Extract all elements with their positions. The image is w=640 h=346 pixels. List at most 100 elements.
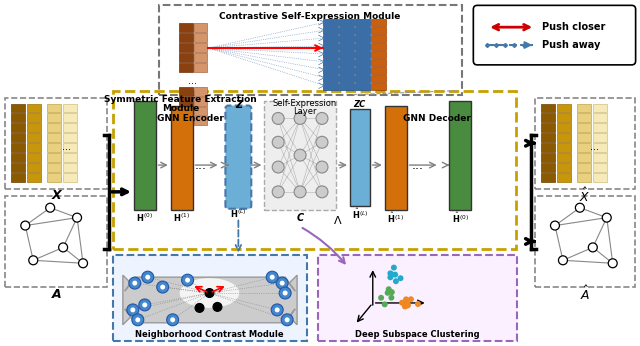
Bar	[557, 133, 571, 142]
Bar	[323, 19, 338, 26]
Bar	[355, 59, 370, 66]
Bar	[593, 143, 607, 152]
Bar	[12, 103, 26, 112]
Bar	[264, 101, 336, 210]
Bar	[134, 101, 156, 210]
Bar	[28, 173, 41, 182]
Bar	[47, 173, 61, 182]
Circle shape	[205, 289, 214, 298]
Bar	[371, 43, 386, 50]
Text: $\Lambda$: $\Lambda$	[333, 213, 342, 226]
Circle shape	[386, 286, 392, 292]
Circle shape	[166, 314, 179, 326]
Bar	[193, 43, 207, 52]
Bar	[371, 67, 386, 74]
Circle shape	[279, 287, 291, 299]
Circle shape	[272, 136, 284, 148]
Circle shape	[388, 271, 394, 277]
Bar	[577, 163, 591, 172]
Bar	[179, 43, 193, 52]
Text: $\mathbf{H}^{(0)}$: $\mathbf{H}^{(0)}$	[136, 211, 153, 224]
Bar	[28, 113, 41, 122]
Circle shape	[276, 277, 288, 289]
Bar	[355, 19, 370, 26]
Bar	[557, 113, 571, 122]
Bar	[12, 163, 26, 172]
Circle shape	[272, 186, 284, 198]
Bar	[28, 103, 41, 112]
Circle shape	[388, 295, 394, 301]
Bar	[593, 133, 607, 142]
Bar	[113, 255, 307, 341]
Bar	[355, 27, 370, 34]
Bar	[193, 117, 207, 125]
Circle shape	[283, 291, 287, 295]
Bar	[339, 59, 354, 66]
Circle shape	[316, 136, 328, 148]
Circle shape	[145, 275, 150, 280]
Bar	[339, 19, 354, 26]
Bar	[171, 106, 193, 210]
Bar	[371, 27, 386, 34]
Circle shape	[281, 314, 293, 326]
Circle shape	[280, 281, 285, 285]
Bar	[63, 143, 77, 152]
Bar	[323, 75, 338, 82]
Text: ...: ...	[188, 76, 197, 86]
Bar	[47, 143, 61, 152]
Circle shape	[127, 304, 139, 316]
Bar	[113, 91, 516, 249]
Circle shape	[142, 302, 147, 307]
Bar	[193, 23, 207, 32]
Bar	[339, 27, 354, 34]
Bar	[339, 83, 354, 90]
Bar	[5, 98, 107, 189]
Circle shape	[294, 149, 306, 161]
Bar	[593, 173, 607, 182]
Circle shape	[21, 221, 30, 230]
Text: $\hat{\mathbf{H}}^{(1)}$: $\hat{\mathbf{H}}^{(1)}$	[387, 210, 404, 225]
Text: Neighborhood Contrast Module: Neighborhood Contrast Module	[135, 330, 284, 339]
Circle shape	[316, 112, 328, 125]
Ellipse shape	[180, 278, 239, 308]
Bar	[339, 75, 354, 82]
Text: ZC: ZC	[354, 100, 366, 109]
Circle shape	[213, 302, 222, 311]
Bar	[63, 173, 77, 182]
Bar	[557, 103, 571, 112]
Bar	[323, 59, 338, 66]
Circle shape	[602, 213, 611, 222]
Bar	[541, 163, 555, 172]
Text: Push closer: Push closer	[542, 22, 605, 32]
Text: C: C	[296, 213, 303, 222]
Bar	[323, 67, 338, 74]
Text: A: A	[51, 288, 61, 301]
Circle shape	[275, 307, 280, 312]
Bar	[577, 133, 591, 142]
Bar	[593, 103, 607, 112]
Bar	[12, 124, 26, 132]
Text: $\hat{A}$: $\hat{A}$	[580, 285, 590, 303]
Circle shape	[392, 272, 398, 277]
Bar	[535, 196, 635, 287]
Bar	[193, 97, 207, 106]
Text: Z: Z	[235, 100, 242, 110]
Circle shape	[170, 317, 175, 322]
Circle shape	[381, 301, 388, 307]
Circle shape	[129, 277, 141, 289]
Text: Module: Module	[162, 104, 199, 113]
Bar	[577, 113, 591, 122]
Bar	[28, 153, 41, 162]
Bar	[47, 103, 61, 112]
Bar	[47, 163, 61, 172]
Bar	[63, 124, 77, 132]
Circle shape	[72, 213, 81, 222]
Bar	[63, 133, 77, 142]
Bar	[541, 173, 555, 182]
Circle shape	[575, 203, 584, 212]
Bar	[577, 173, 591, 182]
Bar	[47, 124, 61, 132]
Bar	[339, 67, 354, 74]
Circle shape	[387, 270, 394, 276]
Text: Layer: Layer	[293, 107, 317, 116]
